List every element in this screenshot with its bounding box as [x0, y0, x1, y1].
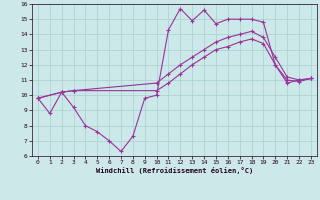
X-axis label: Windchill (Refroidissement éolien,°C): Windchill (Refroidissement éolien,°C): [96, 167, 253, 174]
